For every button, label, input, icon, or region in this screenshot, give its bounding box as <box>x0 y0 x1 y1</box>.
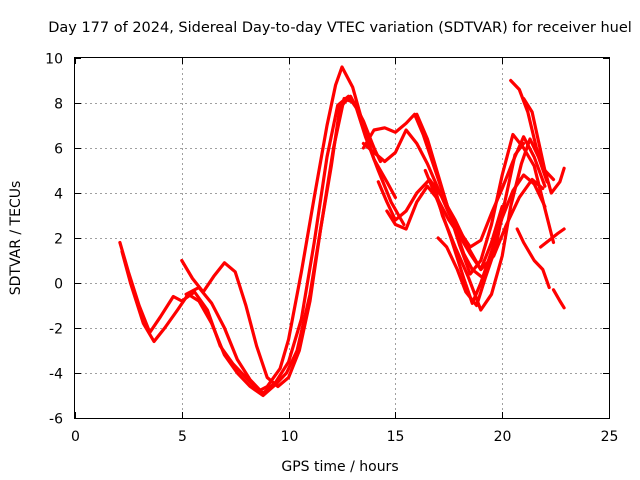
series-line-12: satellite track 12 <box>436 141 526 308</box>
y-tick-label: -6 <box>49 412 63 428</box>
series-line-14: satellite track 14 <box>522 96 566 195</box>
y-tick-label: -2 <box>49 322 63 338</box>
y-tick-label: 10 <box>45 52 63 68</box>
x-tick-label: 0 <box>71 429 80 445</box>
y-tick-label: 2 <box>54 232 63 248</box>
series-line-2: satellite track 2 <box>120 96 406 398</box>
series-line-7: satellite track 7 <box>376 177 545 272</box>
chart-title: Day 177 of 2024, Sidereal Day-to-day VTE… <box>48 20 632 36</box>
y-tick-labels: -6 -4 -2 0 2 4 6 8 10 <box>45 52 63 428</box>
x-tick-label: 5 <box>178 429 187 445</box>
series-line-11: satellite track 11 <box>432 137 549 312</box>
x-tick-label: 15 <box>387 429 405 445</box>
series-line-15: satellite track 15 <box>515 227 551 290</box>
x-axis-label: GPS time / hours <box>281 459 398 475</box>
series-line-3: satellite track 3 <box>180 94 376 389</box>
y-tick-label: 0 <box>54 277 63 293</box>
plot-frame <box>74 57 610 419</box>
series-line-8: satellite track 8 <box>385 184 504 272</box>
y-tick-label: -4 <box>49 367 63 383</box>
y-tick-label: 8 <box>54 97 63 113</box>
series-line-17: satellite track 17 <box>551 288 566 310</box>
y-axis-label: SDTVAR / TECUs <box>8 181 24 296</box>
y-tick-label: 6 <box>54 142 63 158</box>
series-line-16: satellite track 16 <box>539 227 566 249</box>
x-tick-label: 20 <box>494 429 512 445</box>
series-line-9: satellite track 9 <box>415 112 556 276</box>
series-line-1: satellite track 1 <box>118 65 397 393</box>
data-series: satellite track 1satellite track 2satell… <box>118 65 566 398</box>
x-tick-label: 25 <box>601 429 619 445</box>
series-line-4: satellite track 4 <box>184 94 382 395</box>
axis-ticks <box>75 58 610 419</box>
y-tick-label: 4 <box>54 187 63 203</box>
x-tick-labels: 0 5 10 15 20 25 <box>71 429 618 445</box>
x-tick-label: 10 <box>281 429 299 445</box>
